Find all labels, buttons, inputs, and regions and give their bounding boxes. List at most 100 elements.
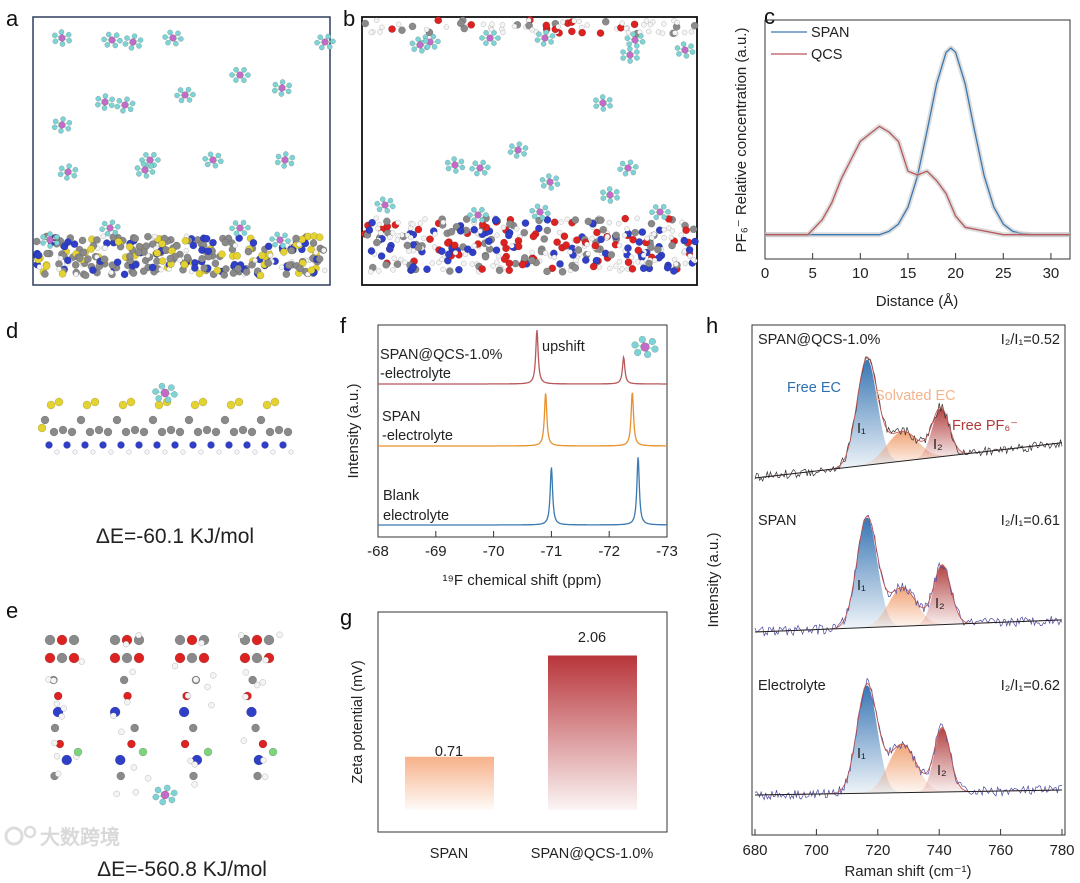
atom <box>668 241 676 250</box>
atom <box>556 260 564 268</box>
atom <box>158 257 167 265</box>
atom <box>379 24 385 31</box>
atom <box>542 21 551 30</box>
plot-c: 0 5 10 15 20 25 30 <box>761 45 1070 282</box>
atom <box>130 723 139 733</box>
atom <box>599 225 608 234</box>
atom <box>409 40 416 47</box>
atom <box>57 255 64 262</box>
atom <box>452 250 459 256</box>
atom <box>148 263 157 272</box>
atom <box>65 125 72 132</box>
binding-energy-d: ΔE=-60.1 KJ/mol <box>96 525 254 548</box>
atom <box>430 33 437 40</box>
atom <box>242 669 250 676</box>
atom <box>481 169 488 176</box>
atom <box>54 449 60 455</box>
atom <box>167 29 173 36</box>
value-label-qcs: 2.06 <box>578 630 606 646</box>
atom <box>494 232 500 239</box>
atom <box>408 234 414 241</box>
atom <box>668 234 675 241</box>
atom <box>455 265 463 274</box>
spectrum-line-f-3 <box>378 457 667 526</box>
atom <box>130 425 140 435</box>
panel-label-d: d <box>6 318 18 343</box>
atom <box>118 400 128 410</box>
pf6-molecule <box>409 36 431 54</box>
i1-label-3: I₁ <box>857 746 866 762</box>
atom <box>267 252 274 259</box>
atom <box>481 252 490 261</box>
atom <box>190 264 199 272</box>
atom <box>198 652 210 664</box>
atom <box>402 259 408 266</box>
atom <box>447 227 456 236</box>
atom <box>385 245 394 253</box>
atom <box>264 242 273 251</box>
panel-label-a: a <box>6 6 19 31</box>
atom <box>325 33 332 40</box>
atom <box>462 215 471 223</box>
atom <box>489 21 495 27</box>
atom <box>432 231 438 237</box>
atom <box>571 18 577 24</box>
atom <box>516 141 523 147</box>
atom <box>58 270 67 278</box>
atom <box>634 55 640 61</box>
atom <box>183 253 192 262</box>
atom <box>505 266 514 275</box>
atom <box>411 46 418 52</box>
atom <box>168 796 176 804</box>
atom <box>543 267 551 276</box>
atom <box>235 234 244 243</box>
atom <box>616 242 623 249</box>
atom <box>502 244 510 253</box>
atom <box>193 427 203 437</box>
atom <box>32 237 41 246</box>
atom <box>622 170 629 177</box>
atom <box>553 238 561 247</box>
panel-label-g: g <box>340 605 352 630</box>
atom <box>678 232 684 238</box>
atom <box>521 150 527 157</box>
atom <box>660 203 667 210</box>
atom <box>374 200 381 207</box>
atom <box>154 400 164 410</box>
atom <box>192 676 200 684</box>
atom <box>239 652 251 664</box>
atom <box>278 84 286 92</box>
panel-b: b <box>343 6 699 286</box>
atom <box>50 723 60 733</box>
atom <box>127 739 136 749</box>
atom <box>669 228 676 234</box>
atom <box>203 747 213 757</box>
atom <box>269 236 275 242</box>
atom <box>51 739 58 747</box>
atom <box>186 97 193 103</box>
atom <box>661 21 667 27</box>
atom <box>546 178 554 186</box>
atom <box>529 249 535 256</box>
atom <box>112 229 119 236</box>
atom <box>689 225 698 234</box>
atom <box>282 232 288 239</box>
atom <box>37 423 47 433</box>
atom <box>321 267 328 274</box>
atom <box>296 264 304 273</box>
atom <box>171 662 179 670</box>
atom <box>263 634 275 646</box>
atom <box>375 268 382 274</box>
qcs-pf6-adsorption-model <box>44 631 283 806</box>
atom <box>410 247 417 254</box>
atom <box>543 29 550 35</box>
atom <box>688 28 695 35</box>
atom <box>638 335 646 344</box>
atom <box>558 219 564 225</box>
atom <box>166 254 175 263</box>
atom <box>321 38 329 46</box>
panel-label-e: e <box>6 598 18 623</box>
atom <box>122 640 130 648</box>
atom <box>52 38 59 45</box>
x-tick-label-h: 700 <box>804 842 829 859</box>
